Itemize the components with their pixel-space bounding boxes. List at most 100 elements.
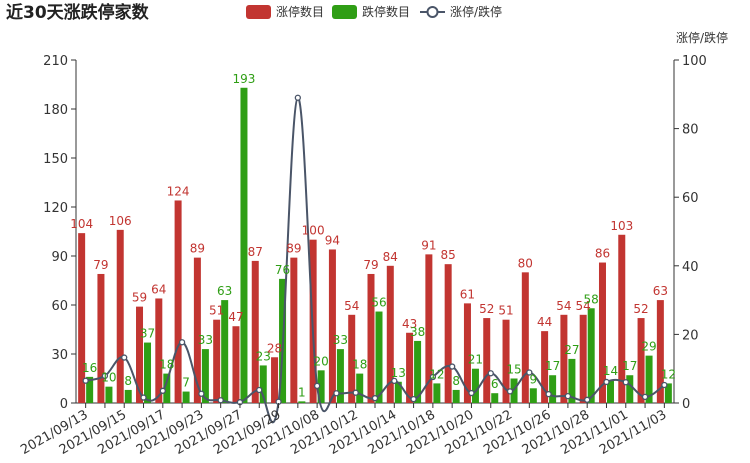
data-label-limit-up: 79	[363, 258, 378, 272]
ratio-point	[526, 369, 533, 376]
data-label-limit-down: 17	[622, 359, 637, 373]
data-labels: 1041679101068593764181247893351634719387…	[70, 72, 676, 400]
ratio-point	[159, 387, 166, 394]
data-label-limit-down: 8	[124, 374, 132, 388]
data-label-limit-down: 12	[429, 367, 444, 381]
bar-limit-down	[105, 386, 113, 403]
y-tick-label: 180	[43, 103, 68, 118]
bar-limit-up	[463, 303, 471, 403]
bar-limit-down	[394, 381, 402, 403]
bar-limit-up	[579, 314, 587, 403]
data-label-limit-down: 76	[275, 263, 290, 277]
bar-limit-up	[136, 306, 144, 403]
bar-limit-up	[425, 254, 433, 403]
bar-limit-up	[483, 318, 491, 403]
bar-limit-down	[529, 388, 537, 403]
bar-limit-down	[298, 401, 306, 403]
data-label-limit-down: 7	[182, 376, 190, 390]
legend-label-limit-up: 涨停数目	[276, 4, 324, 19]
legend-item-ratio[interactable]: 涨停/跌停	[420, 4, 502, 19]
y-tick-label: 60	[51, 299, 68, 314]
data-label-limit-down: 8	[452, 374, 460, 388]
y2-axis-ticks: 0 20 40 60 80 100	[674, 54, 707, 412]
legend-label-ratio: 涨停/跌停	[450, 4, 502, 19]
legend-item-limit-down[interactable]: 跌停数目	[332, 4, 410, 19]
data-label-limit-up: 63	[653, 284, 668, 298]
data-label-limit-up: 54	[576, 299, 591, 313]
bar-limit-up	[656, 300, 664, 403]
bars	[78, 87, 672, 404]
bar-limit-down	[144, 342, 152, 403]
ratio-point	[641, 393, 649, 401]
ratio-point	[449, 363, 456, 370]
bar-limit-down	[626, 375, 634, 403]
bar-limit-down	[549, 375, 557, 403]
bar-limit-down	[356, 373, 364, 403]
y-tick-label: 150	[43, 152, 68, 167]
bar-limit-up	[328, 249, 336, 403]
data-label-limit-down: 14	[603, 364, 618, 378]
data-label-limit-up: 84	[383, 250, 398, 264]
data-label-limit-up: 47	[228, 310, 243, 324]
bar-limit-up	[598, 262, 606, 403]
data-label-limit-down: 58	[584, 292, 599, 306]
ratio-point	[584, 396, 591, 403]
bar-limit-down	[86, 376, 94, 403]
bar-limit-down	[375, 311, 383, 403]
data-label-limit-down: 12	[661, 367, 676, 381]
bar-limit-down	[336, 349, 344, 403]
data-label-limit-down: 13	[391, 366, 406, 380]
bar-limit-down	[645, 355, 653, 403]
ratio-point	[121, 354, 128, 361]
bar-limit-down	[452, 389, 460, 403]
bar-limit-up	[637, 318, 645, 403]
ratio-point	[468, 389, 475, 397]
data-label-limit-down: 9	[530, 372, 538, 386]
ratio-point	[256, 386, 263, 394]
data-label-limit-up: 94	[325, 233, 340, 247]
y-tick-label: 0	[60, 397, 68, 412]
data-label-limit-down: 21	[468, 353, 483, 367]
ratio-point	[198, 390, 205, 397]
y2-axis-name: 涨停/跌停	[676, 30, 728, 45]
ratio-point	[140, 394, 147, 401]
y-tick-label: 90	[51, 250, 68, 265]
data-label-limit-up: 61	[460, 287, 475, 301]
bar-limit-up	[406, 332, 414, 403]
bar-limit-down	[182, 391, 190, 403]
data-label-limit-down: 18	[352, 358, 367, 372]
legend-item-limit-up[interactable]: 涨停数目	[246, 4, 324, 19]
data-label-limit-down: 56	[371, 296, 386, 310]
data-label-limit-down: 29	[641, 340, 656, 354]
data-label-limit-up: 104	[70, 217, 93, 231]
data-label-limit-up: 44	[537, 315, 552, 329]
data-label-limit-up: 89	[286, 242, 301, 256]
bar-limit-down	[491, 393, 499, 403]
ratio-point	[313, 382, 321, 390]
data-label-limit-down: 15	[506, 363, 521, 377]
legend-swatch-limit-down	[332, 5, 357, 19]
ratio-line-path	[85, 96, 665, 424]
data-label-limit-up: 79	[93, 258, 108, 272]
data-label-limit-up: 87	[248, 245, 263, 259]
ratio-point	[371, 395, 379, 402]
data-label-limit-up: 86	[595, 247, 610, 261]
y-tick-label: 120	[43, 201, 68, 216]
bar-limit-up	[232, 326, 240, 403]
y-axis-ticks: 0 30 60 90 120 150 180 210	[43, 54, 76, 412]
data-label-limit-down: 33	[333, 333, 348, 347]
bar-limit-down	[240, 87, 248, 404]
data-label-limit-up: 51	[209, 304, 224, 318]
legend[interactable]: 涨停数目 跌停数目 涨停/跌停	[246, 4, 502, 19]
data-label-limit-up: 91	[421, 238, 436, 252]
bar-limit-up	[174, 200, 182, 403]
bar-limit-down	[317, 370, 325, 403]
bar-limit-down	[568, 358, 576, 403]
ratio-point	[178, 339, 186, 346]
ratio-point	[564, 392, 572, 400]
y2-tick-label: 100	[682, 54, 707, 69]
data-label-limit-up: 80	[518, 256, 533, 270]
bar-limit-down	[664, 383, 672, 403]
bar-limit-down	[587, 308, 595, 403]
